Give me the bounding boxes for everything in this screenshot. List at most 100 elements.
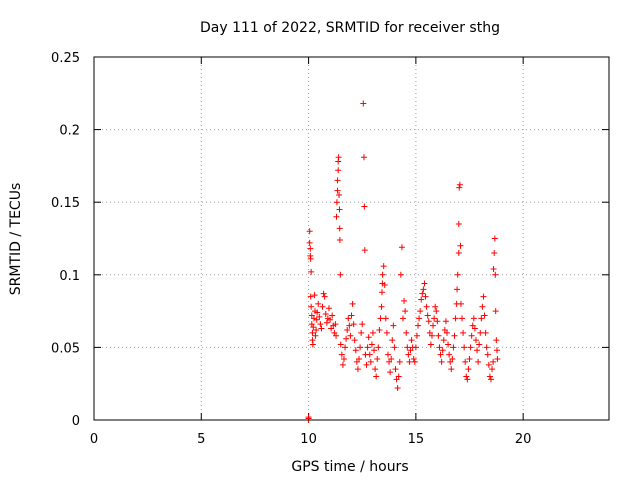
data-point xyxy=(389,337,396,344)
data-points xyxy=(305,100,501,423)
data-point xyxy=(420,286,427,293)
data-point xyxy=(484,351,491,358)
data-point xyxy=(377,315,384,322)
data-point xyxy=(483,344,490,351)
data-point xyxy=(422,293,429,300)
data-point xyxy=(371,347,378,354)
plot-frame xyxy=(93,56,610,421)
data-point xyxy=(446,351,453,358)
data-point xyxy=(477,329,484,336)
data-point xyxy=(336,206,343,213)
data-point xyxy=(486,373,493,380)
data-point xyxy=(481,312,488,319)
x-tick-label: 0 xyxy=(90,432,98,447)
data-point xyxy=(411,358,418,365)
data-point xyxy=(307,255,314,262)
data-point xyxy=(338,351,345,358)
data-point xyxy=(333,199,340,206)
data-point xyxy=(493,347,500,354)
y-tick-label: 0 xyxy=(72,414,80,429)
data-point xyxy=(318,325,325,332)
data-point xyxy=(335,167,342,174)
data-point xyxy=(485,361,492,368)
x-axis-label: GPS time / hours xyxy=(291,459,408,475)
data-point xyxy=(332,321,339,328)
grid-layer xyxy=(94,57,609,420)
data-point xyxy=(489,366,496,373)
data-point xyxy=(478,315,485,322)
data-point xyxy=(373,373,380,380)
data-point xyxy=(320,290,327,297)
data-point xyxy=(364,344,371,351)
data-point xyxy=(492,271,499,278)
data-point xyxy=(309,341,316,348)
data-point xyxy=(416,315,423,322)
data-point xyxy=(359,321,366,328)
data-point xyxy=(468,332,475,339)
data-point xyxy=(415,322,422,329)
data-point xyxy=(336,191,343,198)
data-point xyxy=(358,329,365,336)
chart-title: Day 111 of 2022, SRMTID for receiver sth… xyxy=(200,20,500,36)
data-point xyxy=(467,344,474,351)
y-tick-label: 0.2 xyxy=(59,124,80,139)
data-point xyxy=(465,366,472,373)
data-point xyxy=(309,329,316,336)
x-tick-label: 20 xyxy=(515,432,532,447)
tick-layer: 0 5 10 15 20 0 0.05 0.1 0.15 0.2 0.25 xyxy=(51,51,609,447)
data-point xyxy=(424,312,431,319)
data-point xyxy=(361,247,368,254)
data-point xyxy=(307,293,314,300)
data-point xyxy=(391,344,398,351)
data-point xyxy=(314,309,321,316)
data-point xyxy=(402,308,409,315)
data-point xyxy=(454,271,461,278)
data-point xyxy=(310,315,317,322)
data-point xyxy=(437,351,444,358)
data-point xyxy=(474,347,481,354)
data-point xyxy=(334,187,341,194)
data-point xyxy=(462,358,469,365)
data-point xyxy=(327,316,334,323)
data-point xyxy=(491,235,498,242)
data-point xyxy=(428,332,435,339)
data-point xyxy=(450,344,457,351)
data-point xyxy=(352,347,359,354)
data-point xyxy=(336,225,343,232)
data-point xyxy=(404,344,411,351)
data-point xyxy=(336,236,343,243)
data-point xyxy=(321,293,328,300)
data-point xyxy=(306,239,313,246)
data-point xyxy=(397,271,404,278)
data-point xyxy=(401,297,408,304)
data-point xyxy=(434,318,441,325)
data-point xyxy=(431,315,438,322)
data-point xyxy=(343,335,350,342)
data-point xyxy=(490,265,497,272)
data-point xyxy=(432,303,439,310)
data-point xyxy=(313,326,320,333)
data-point xyxy=(471,325,478,332)
data-point xyxy=(349,300,356,307)
data-point xyxy=(440,337,447,344)
data-point xyxy=(340,356,347,363)
data-point xyxy=(405,351,412,358)
data-point xyxy=(406,358,413,365)
data-point xyxy=(403,329,410,336)
data-point xyxy=(457,242,464,249)
data-point xyxy=(421,280,428,287)
data-point xyxy=(423,303,430,310)
data-point xyxy=(491,250,498,257)
data-point xyxy=(410,356,417,363)
data-point xyxy=(472,337,479,344)
data-point xyxy=(312,332,319,339)
data-point xyxy=(454,286,461,293)
data-point xyxy=(342,344,349,351)
data-point xyxy=(390,322,397,329)
data-point xyxy=(325,305,332,312)
data-point xyxy=(337,341,344,348)
data-point xyxy=(323,319,330,326)
data-point xyxy=(459,315,466,322)
data-point xyxy=(466,356,473,363)
data-point xyxy=(333,213,340,220)
